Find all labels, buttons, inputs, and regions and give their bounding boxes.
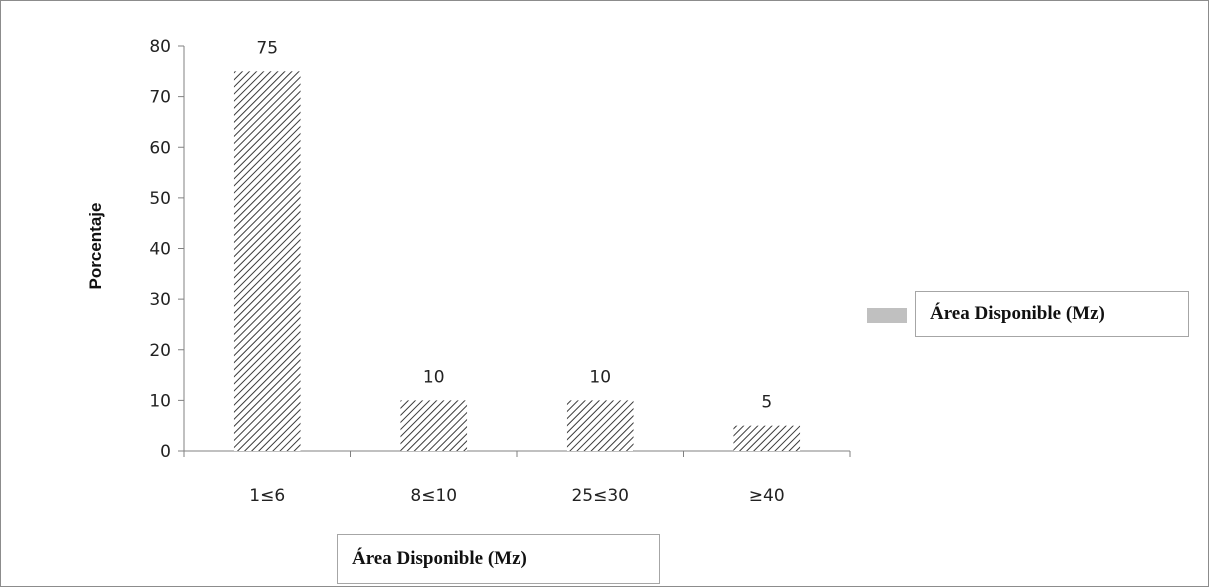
x-tick-label: 8≤10 [410, 486, 457, 506]
x-tick-label: 1≤6 [249, 486, 285, 506]
y-axis-label: Porcentaje [86, 203, 105, 290]
data-label: 75 [256, 38, 278, 58]
data-label: 10 [589, 367, 611, 387]
y-tick-label: 50 [149, 189, 171, 209]
x-tick-label: 25≤30 [571, 486, 629, 506]
y-axis: 0 10 20 30 40 50 60 70 80 [149, 37, 185, 462]
legend-label: Área Disponible (Mz) [930, 303, 1105, 324]
bar [233, 71, 301, 451]
y-tick-label: 0 [160, 442, 171, 462]
x-axis-label: Área Disponible (Mz) [352, 548, 527, 569]
x-axis: 1≤6 8≤10 25≤30 ≥40 [183, 450, 851, 506]
y-tick-label: 70 [149, 88, 171, 108]
y-tick-label: 60 [149, 138, 171, 158]
bar [400, 400, 468, 451]
bars [233, 71, 801, 451]
legend: Área Disponible (Mz) [915, 291, 1189, 337]
y-tick-label: 10 [149, 391, 171, 411]
y-tick-label: 40 [149, 240, 171, 260]
legend-swatch [867, 308, 907, 323]
bar [733, 425, 801, 451]
y-tick-label: 80 [149, 37, 171, 57]
y-tick-label: 30 [149, 290, 171, 310]
data-labels: 75 10 10 5 [256, 38, 772, 412]
x-axis-title-box: Área Disponible (Mz) [337, 534, 660, 584]
x-tick-label: ≥40 [749, 486, 785, 506]
data-label: 5 [761, 393, 772, 413]
data-label: 10 [423, 367, 445, 387]
bar [566, 400, 634, 451]
y-tick-label: 20 [149, 341, 171, 361]
